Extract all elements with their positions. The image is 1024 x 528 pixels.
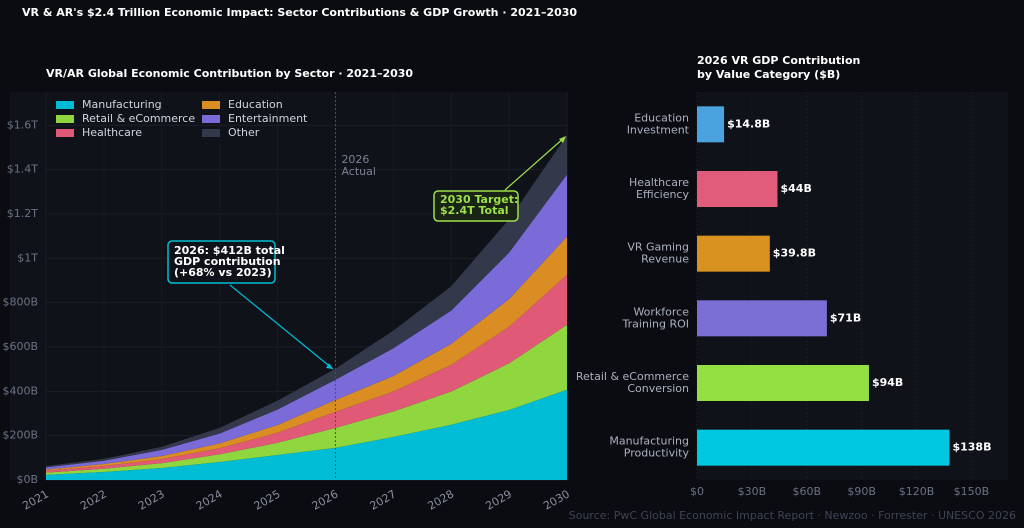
value-label: $14.8B: [727, 117, 770, 130]
y-tick-label: Productivity: [624, 447, 690, 460]
right-plot-bg: [697, 92, 1008, 480]
annotation-arrow: [504, 136, 566, 191]
bar: [697, 429, 950, 466]
bar: [697, 300, 827, 337]
y-tick-label: $800B: [2, 296, 38, 309]
value-label: $44B: [780, 182, 811, 195]
y-tick-label: Retail & eCommerce: [576, 370, 689, 383]
reference-label: 2026: [341, 153, 369, 166]
page-title: VR & AR's $2.4 Trillion Economic Impact:…: [22, 6, 577, 19]
bar: [697, 365, 869, 401]
legend-label: Healthcare: [82, 126, 142, 139]
y-tick-label: Training ROI: [622, 317, 689, 330]
legend-swatch: [56, 115, 74, 123]
value-label: $94B: [872, 376, 903, 389]
legend-label: Manufacturing: [82, 98, 162, 111]
y-tick-label: $600B: [2, 340, 38, 353]
y-tick-label: $200B: [2, 429, 38, 442]
y-tick-label: $400B: [2, 384, 38, 397]
legend-label: Entertainment: [228, 112, 308, 125]
area: [46, 274, 567, 473]
annotation-text: 2026: $412B total: [174, 244, 285, 257]
annotation-box: [167, 240, 276, 284]
bar: [697, 106, 725, 143]
y-tick-label: Investment: [627, 123, 690, 136]
x-tick-label: $60B: [792, 485, 821, 498]
area: [46, 236, 567, 471]
annotation-text: 2030 Target:: [440, 193, 518, 206]
legend-swatch: [202, 115, 220, 123]
chart-title: 2026 VR GDP Contribution: [697, 54, 860, 67]
bar: [697, 171, 778, 207]
y-tick-label: Revenue: [641, 253, 689, 266]
area: [46, 174, 567, 470]
y-tick-label: Education: [634, 111, 689, 124]
source: Source: PwC Global Economic Impact Repor…: [569, 509, 1016, 522]
y-tick-label: Conversion: [627, 382, 689, 395]
legend-label: Education: [228, 98, 283, 111]
y-tick-label: $1.4T: [7, 163, 38, 176]
legend-swatch: [202, 129, 220, 137]
y-tick-label: Workforce: [633, 305, 689, 318]
x-tick-label: $150B: [954, 485, 990, 498]
value-label: $39.8B: [773, 247, 816, 260]
chart-title: VR/AR Global Economic Contribution by Se…: [46, 67, 413, 80]
area: [46, 389, 567, 480]
arrow-head: [326, 363, 333, 369]
annotation-box: [433, 190, 519, 222]
chart-title: by Value Category ($B): [697, 68, 840, 81]
y-tick-label: $1.6T: [7, 118, 38, 131]
legend-swatch: [56, 101, 74, 109]
arrow-head: [559, 136, 566, 143]
legend-swatch: [56, 129, 74, 137]
y-tick-label: $0B: [16, 473, 38, 486]
y-tick-label: $1.2T: [7, 207, 38, 220]
annotation-text: $2.4T Total: [440, 204, 509, 217]
x-tick-label: $120B: [899, 485, 935, 498]
annotation-text: GDP contribution: [174, 255, 281, 268]
y-tick-label: Efficiency: [636, 188, 689, 201]
y-tick-label: Healthcare: [629, 176, 689, 189]
y-tick-label: $1T: [17, 251, 38, 264]
area: [46, 324, 567, 475]
legend-label: Other: [228, 126, 260, 139]
x-tick-label: $30B: [738, 485, 767, 498]
x-tick-label: $90B: [847, 485, 876, 498]
annotation-arrow: [229, 284, 334, 370]
x-tick-label: $0: [690, 485, 704, 498]
annotation-text: (+68% vs 2023): [174, 266, 272, 279]
bar: [697, 235, 770, 272]
y-tick-label: Manufacturing: [609, 435, 689, 448]
y-tick-label: VR Gaming: [627, 241, 689, 254]
value-label: $138B: [952, 441, 991, 454]
value-label: $71B: [830, 311, 861, 324]
legend-label: Retail & eCommerce: [82, 112, 195, 125]
reference-label: Actual: [341, 165, 375, 178]
legend-swatch: [202, 101, 220, 109]
